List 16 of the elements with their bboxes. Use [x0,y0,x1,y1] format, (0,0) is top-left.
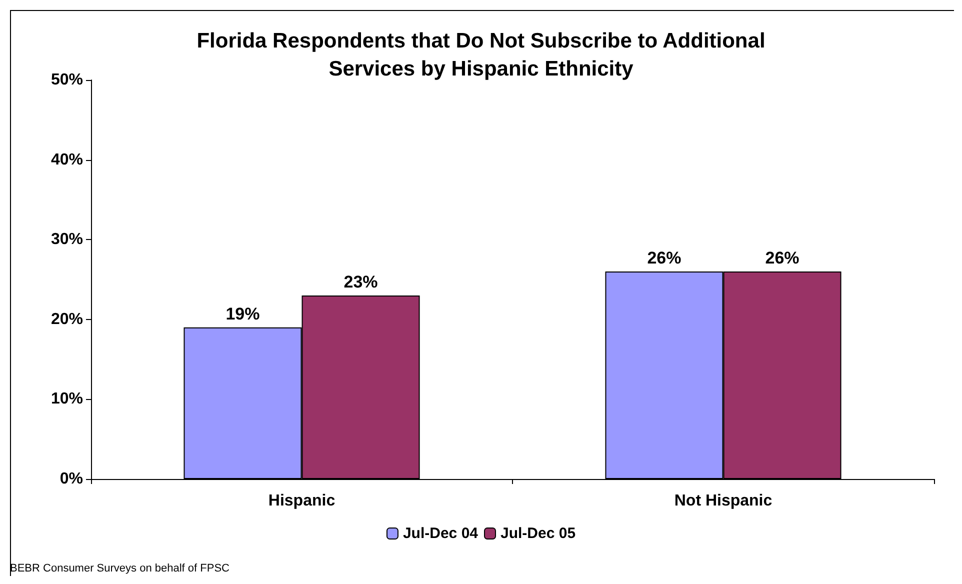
text: BEBR Consumer Surveys on behalf of FPSC [10,562,230,574]
y-tick-label: 50% [50,72,83,88]
chart-title: Florida Respondents that Do Not Subscribe to Additional Services by Hispanic Ethnicity [196,30,766,80]
y-tick-label: 20% [50,310,83,328]
y-tick-label: 10% [50,390,83,408]
y-tick-label: 40% [50,151,83,168]
legend-label: Jul-Dec 05 [500,525,576,542]
data-label: 19% [226,304,260,324]
y-tick-label: 30% [50,231,83,248]
data-label: 26% [765,248,800,268]
y-tick-label: 0% [60,470,83,488]
legend-label: Jul-Dec 04 [402,525,479,542]
data-label: 23% [344,272,378,292]
x-tick-label: Hispanic [268,492,336,510]
data-label: 26% [647,248,682,268]
x-tick-label: Not Hispanic [674,492,772,510]
